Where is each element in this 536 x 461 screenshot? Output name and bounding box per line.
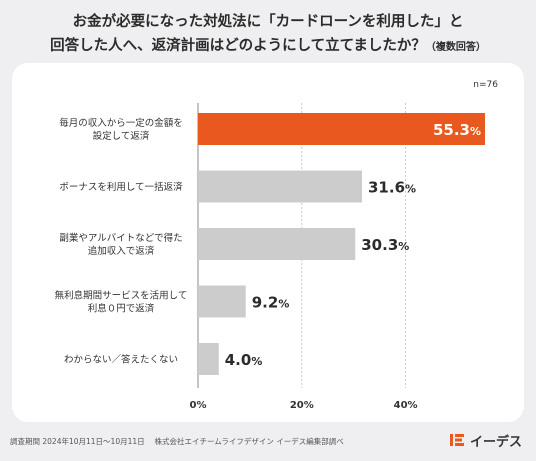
x-tick-label: 40%: [394, 400, 418, 411]
value-label: 4.0%: [225, 351, 263, 369]
category-label: 利息０円で返済: [88, 303, 155, 315]
category-label: 追加収入で返済: [88, 245, 155, 257]
value-label: 30.3%: [361, 236, 409, 254]
e-logo-icon: [449, 434, 464, 446]
category-label: 設定して返済: [93, 130, 150, 142]
title-line-1: お金が必要になった対処法に「カードローンを利用した」と: [72, 14, 464, 30]
chart-title: お金が必要になった対処法に「カードローンを利用した」と 回答した人へ、返済計画は…: [0, 10, 536, 60]
value-label: 31.6%: [368, 179, 416, 197]
value-label: 9.2%: [252, 294, 290, 312]
category-label: 無利息期間サービスを活用して: [55, 290, 188, 302]
category-label: ボーナスを利用して一括返済: [59, 181, 183, 193]
value-label: 55.3%: [433, 121, 481, 139]
survey-footnote: 調査期間 2024年10月11日〜10月11日 株式会社エイチームライフデザイン…: [10, 437, 344, 446]
bar: [198, 228, 356, 260]
bar: [198, 113, 485, 145]
sample-size-label: n=76: [473, 80, 498, 90]
x-tick-label: 0%: [190, 400, 207, 411]
category-label: 副業やアルバイトなどで得た: [59, 232, 182, 244]
title-line-2: 回答した人へ、返済計画はどのようにして立てましたか？（複数回答）: [0, 34, 536, 60]
title-line-2-main: 回答した人へ、返済計画はどのようにして立てましたか？: [50, 38, 426, 54]
x-tick-label: 20%: [290, 400, 314, 411]
bar: [198, 285, 246, 318]
bar: [198, 170, 362, 203]
category-label: わからない／答えたくない: [64, 354, 178, 366]
category-label: 毎月の収入から一定の金額を: [59, 117, 183, 129]
logo-text: イーデス: [469, 434, 522, 450]
title-line-2-sub: （複数回答）: [425, 42, 486, 53]
brand-logo: イーデス: [448, 428, 522, 452]
bar: [198, 343, 219, 375]
